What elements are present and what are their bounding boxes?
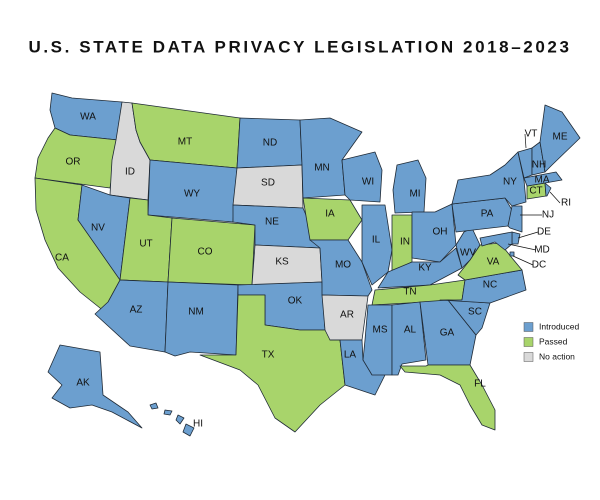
state-label: WV: [460, 248, 476, 259]
state-label: LA: [344, 350, 357, 361]
state-label: MN: [314, 163, 330, 174]
legend: Introduced Passed No action: [523, 321, 579, 362]
state-label: MD: [534, 245, 550, 256]
state-label: NY: [503, 177, 517, 188]
state-shape: [455, 227, 481, 269]
state-shape: [451, 151, 527, 207]
state-label: MT: [178, 137, 192, 148]
state-label: NC: [483, 280, 497, 291]
state-shape: [544, 182, 552, 197]
state-label: UT: [139, 239, 152, 250]
state-label: MA: [535, 175, 550, 186]
state-shape: [391, 301, 427, 376]
state-shape: [539, 104, 581, 173]
state-label: IL: [372, 235, 381, 246]
state-label: ND: [263, 138, 277, 149]
state-label: RI: [561, 198, 571, 209]
label-leader: [524, 133, 527, 149]
state-label: HI: [193, 419, 203, 430]
legend-label: Introduced: [539, 321, 579, 331]
legend-swatch: [523, 322, 534, 332]
state-label: OR: [66, 157, 81, 168]
state-shape: [399, 364, 496, 431]
label-leader: [549, 191, 561, 204]
state-shape: [149, 402, 195, 437]
state-label: WY: [184, 189, 200, 200]
state-label: MS: [373, 325, 388, 336]
state-shape: [523, 171, 563, 187]
state-label: FL: [474, 379, 486, 390]
state-shape: [47, 344, 143, 429]
state-label: AK: [76, 378, 90, 389]
state-label: PA: [481, 209, 494, 220]
state-label: MO: [335, 260, 351, 271]
state-shape: [329, 339, 386, 396]
state-label: VT: [525, 129, 538, 140]
state-label: AR: [340, 310, 354, 321]
state-label: NV: [91, 223, 105, 234]
state-label: WI: [362, 177, 374, 188]
state-label: IN: [400, 237, 410, 248]
state-label: GA: [440, 328, 455, 339]
state-label: OK: [288, 296, 303, 307]
state-shape: [361, 204, 393, 286]
state-label: KY: [418, 263, 432, 274]
states: [34, 92, 581, 437]
state-shape: [479, 231, 513, 251]
state-label: OH: [433, 227, 448, 238]
state-shape: [509, 251, 515, 257]
state-shape: [362, 304, 393, 376]
state-label: NM: [188, 307, 204, 318]
state-label: CO: [198, 247, 213, 258]
state-label: VA: [487, 257, 500, 268]
state-shape: [164, 281, 239, 357]
state-label: SD: [261, 178, 275, 189]
state-label: DC: [532, 260, 546, 271]
state-label: KS: [275, 257, 289, 268]
state-labels: WA OR CA ID NV MT WY UT CO AZ NM ND SD NE KS OK TX MN IA MO…: [55, 112, 571, 430]
state-label: SC: [468, 307, 482, 318]
state-label: IA: [325, 209, 335, 220]
legend-swatch: [523, 337, 534, 347]
legend-swatch: [523, 352, 534, 362]
state-label: NE: [265, 217, 279, 228]
map-title: U.S. STATE DATA PRIVACY LEGISLATION 2018…: [28, 37, 571, 56]
state-label: AL: [404, 325, 417, 336]
label-leader: [512, 255, 534, 266]
state-label: MI: [409, 189, 420, 200]
legend-label: Passed: [539, 336, 568, 346]
state-shape: [341, 151, 383, 203]
state-label: CA: [55, 253, 69, 264]
state-label: NH: [532, 160, 546, 171]
legend-label: No action: [539, 351, 575, 361]
state-label: NJ: [542, 210, 554, 221]
state-label: ID: [125, 167, 135, 178]
state-shape: [302, 197, 363, 241]
label-leader: [517, 231, 539, 239]
state-label: CT: [529, 186, 542, 197]
state-shape: [392, 159, 427, 214]
state-label: TN: [403, 287, 416, 298]
state-label: ME: [553, 132, 568, 143]
state-shape: [507, 205, 523, 233]
state-label: TX: [262, 350, 275, 361]
state-shape: [34, 127, 119, 189]
label-leader: [507, 243, 537, 251]
state-label: AZ: [130, 305, 143, 316]
state-label: WA: [80, 112, 96, 123]
state-label: DE: [537, 227, 551, 238]
